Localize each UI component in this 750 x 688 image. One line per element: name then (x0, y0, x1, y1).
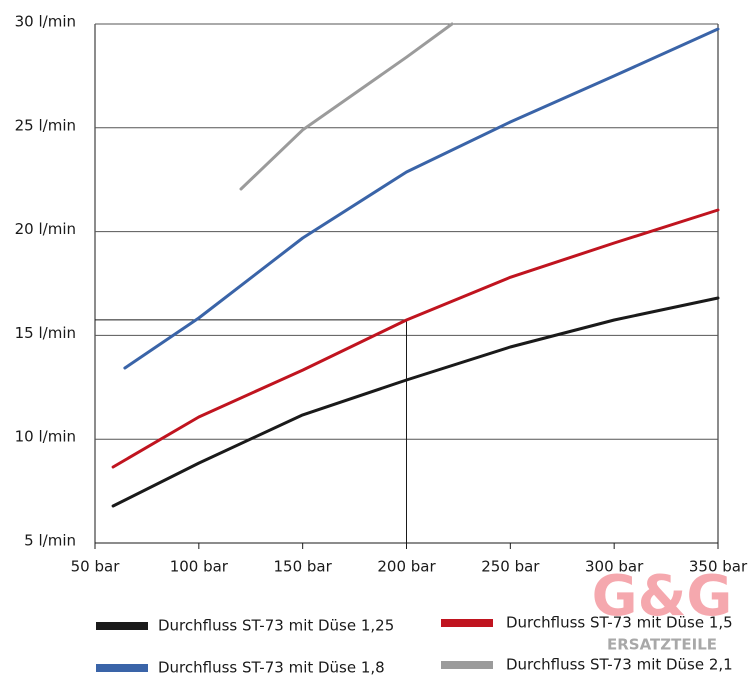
y-tick-label: 30 l/min (15, 13, 76, 31)
series-line (111, 296, 720, 508)
series-line (239, 22, 454, 191)
x-tick-label: 150 bar (274, 558, 333, 576)
legend-label: Durchfluss ST-73 mit Düse 2,1 (506, 656, 733, 674)
y-tick-label: 20 l/min (15, 220, 76, 238)
legend-label: Durchfluss ST-73 mit Düse 1,8 (158, 659, 385, 677)
x-tick-label: 200 bar (377, 558, 436, 576)
x-tick-label: 300 bar (585, 558, 644, 576)
legend-swatch (96, 622, 148, 630)
y-tick-label: 25 l/min (15, 116, 76, 134)
series-line (111, 208, 720, 469)
watermark-logo: G&G (592, 564, 733, 629)
legend-label: Durchfluss ST-73 mit Düse 1,5 (506, 614, 733, 632)
legend-swatch (441, 619, 493, 627)
watermark: G&G ERSATZTEILE (592, 564, 733, 653)
legend-swatch (96, 664, 148, 672)
y-tick-label: 15 l/min (15, 324, 76, 342)
y-tick-label: 10 l/min (15, 428, 76, 446)
watermark-text: ERSATZTEILE (607, 636, 717, 654)
legend-label: Durchfluss ST-73 mit Düse 1,25 (158, 617, 394, 635)
series-line (123, 27, 720, 370)
x-tick-label: 100 bar (170, 558, 229, 576)
y-tick-label: 5 l/min (24, 532, 76, 550)
legend-swatch (441, 661, 493, 669)
x-tick-label: 350 bar (689, 558, 748, 576)
x-tick-label: 250 bar (481, 558, 540, 576)
x-tick-label: 50 bar (71, 558, 121, 576)
